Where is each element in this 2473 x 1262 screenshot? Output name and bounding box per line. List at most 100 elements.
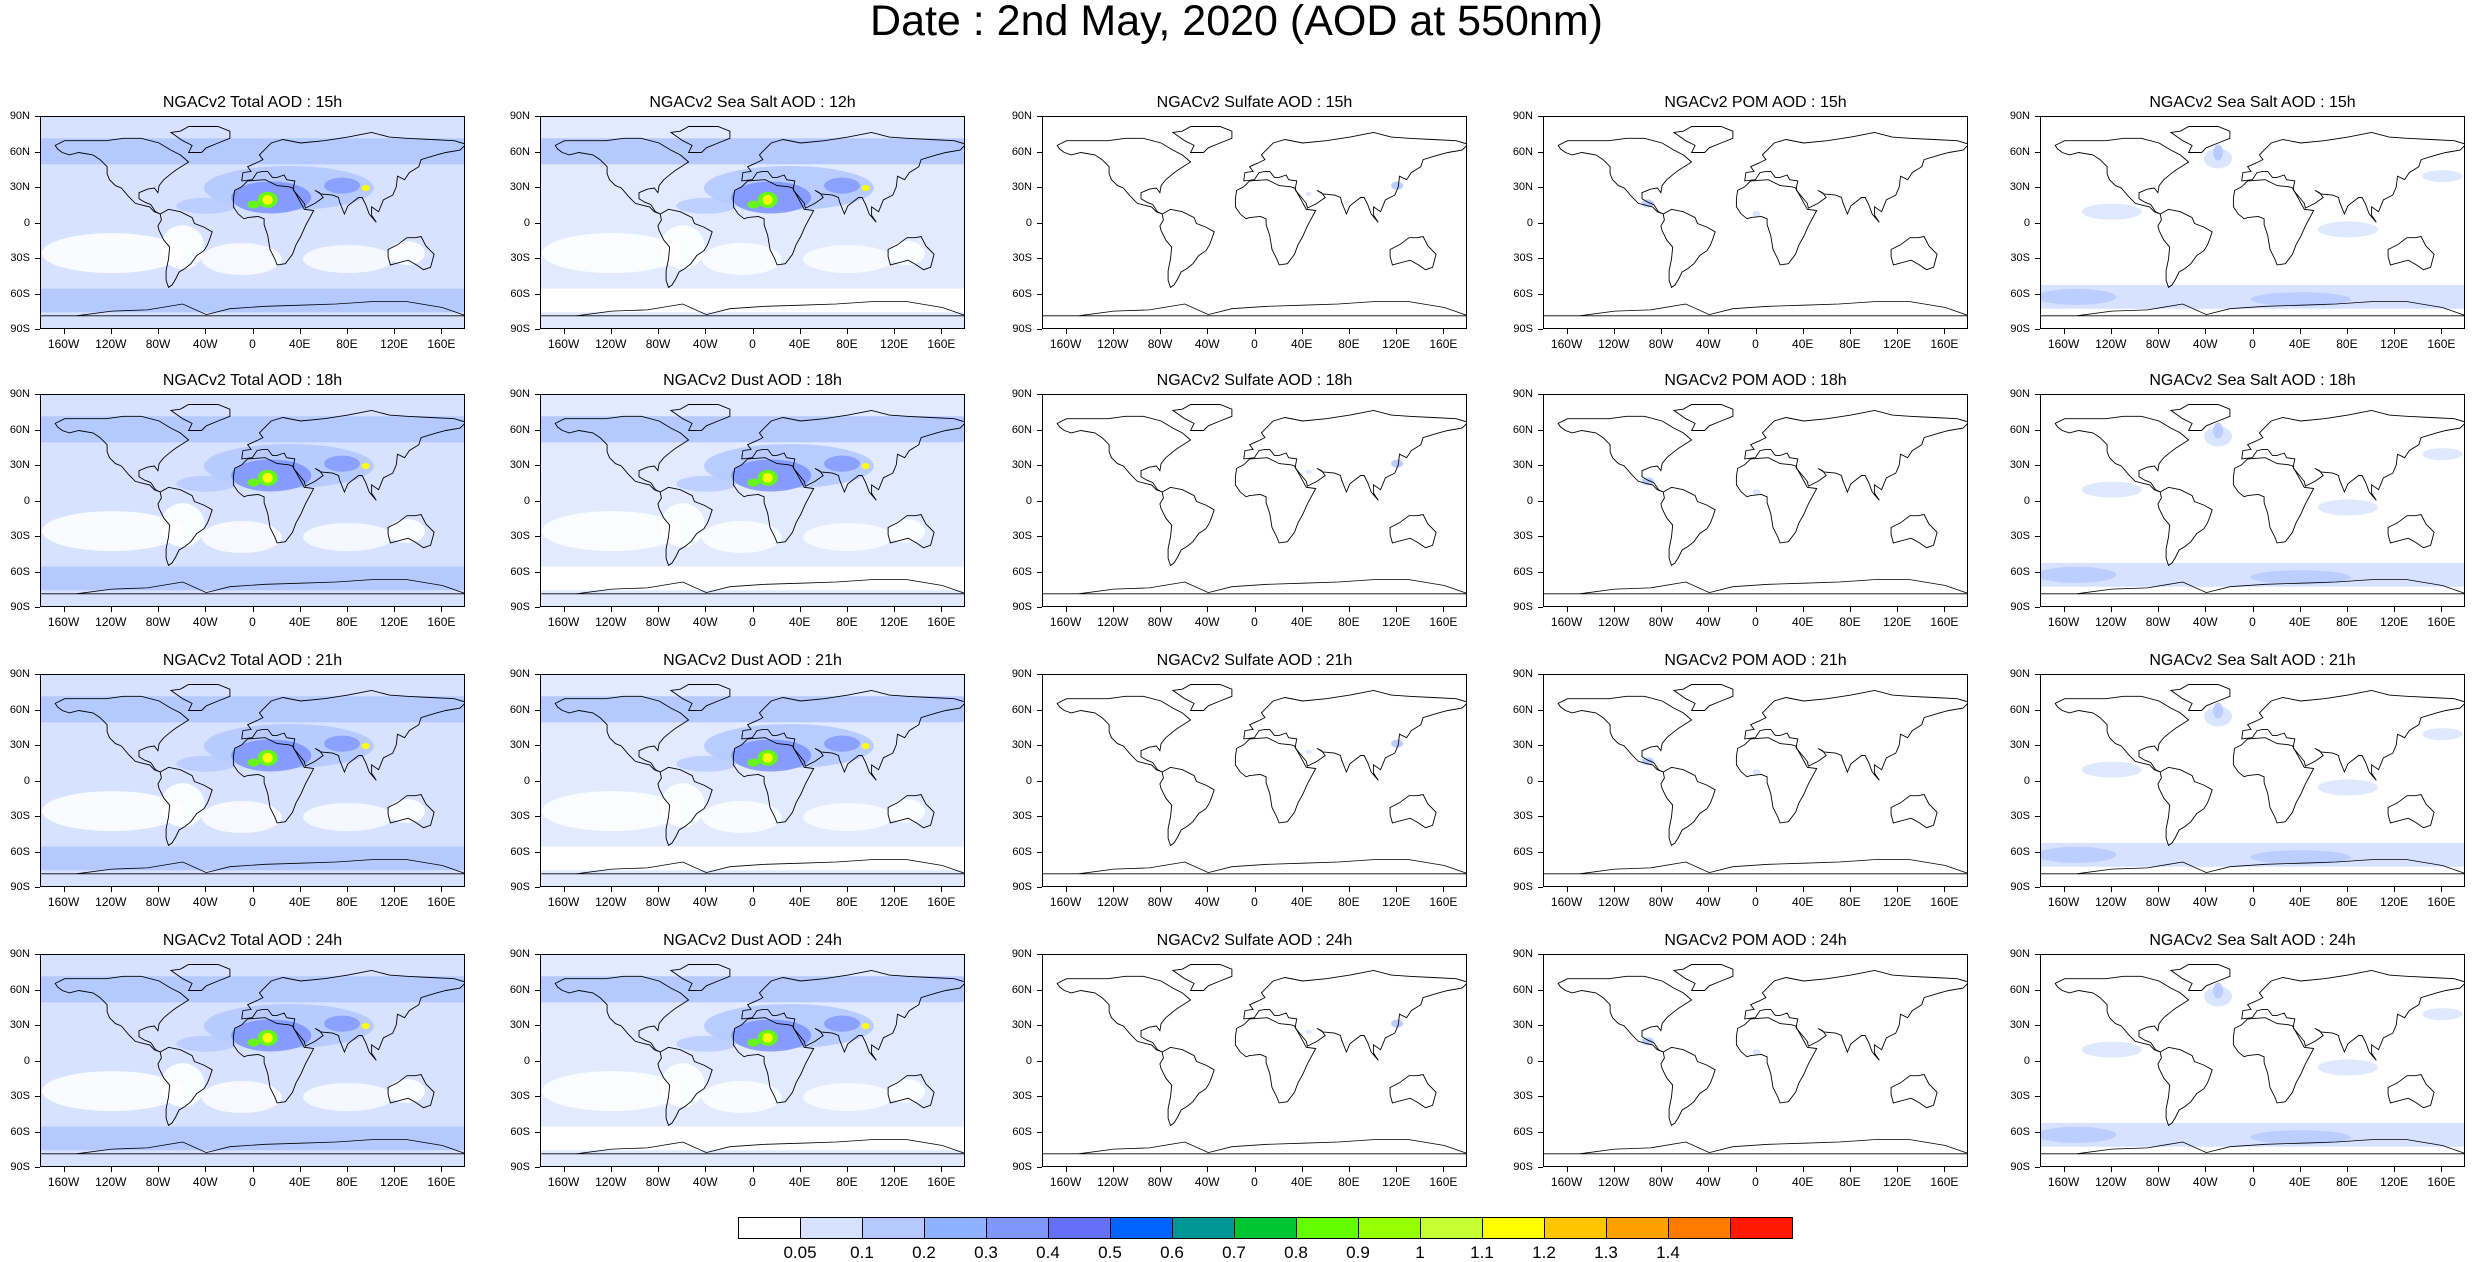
aod-high-latitude-band [41, 976, 464, 1003]
latitude-label: 90S [10, 881, 30, 893]
dust-core-yellow [262, 194, 273, 205]
low-aod-patch [660, 503, 705, 548]
longitude-tick [1802, 607, 1804, 612]
latitude-tick [1037, 1025, 1042, 1026]
sulfate-east-asia [1391, 739, 1404, 748]
colorbar-label: 1.1 [1470, 1243, 1494, 1262]
coastline-antarctica [1544, 579, 1967, 595]
coastline-samerica [1159, 1046, 1215, 1127]
map-panel: NGACv2 Sea Salt AOD : 24h 90N 60N 30N 0 30S 60… [2000, 932, 2473, 1192]
coastline-antarctica [1043, 579, 1466, 595]
longitude-tick [394, 329, 396, 334]
coastline-samerica [1159, 486, 1215, 567]
map-panel: NGACv2 Total AOD : 15h 90N 60N 30N 0 30S 60S 90… [0, 94, 500, 354]
coastline-namerica [1557, 695, 1693, 773]
longitude-label: 120W [595, 337, 627, 351]
latitude-label: 0 [523, 774, 530, 787]
seasalt-patch [2213, 702, 2224, 719]
longitude-label: 80E [1338, 895, 1360, 909]
longitude-label: 160W [47, 615, 80, 629]
coastline-namerica [1056, 415, 1192, 493]
latitude-tick [35, 1096, 40, 1097]
longitude-tick [158, 1167, 160, 1172]
coastline-australia [1389, 235, 1437, 271]
map-panel: NGACv2 Sea Salt AOD : 21h 90N 60N 30N 0 30S 60… [2000, 652, 2473, 912]
aod-background-field [1544, 955, 1967, 1166]
latitude-label: 60N [1512, 703, 1533, 716]
longitude-label: 120W [95, 1175, 127, 1189]
longitude-label: 120E [1382, 337, 1411, 351]
longitude-label: 120E [1883, 337, 1912, 351]
latitude-tick [535, 1131, 540, 1133]
latitude-label: 30S [1513, 810, 1533, 822]
colorbar-label: 0.9 [1346, 1243, 1370, 1262]
latitude-label: 30N [1512, 1019, 1533, 1031]
longitude-label: 120E [1883, 895, 1912, 909]
latitude-label: 30N [1512, 459, 1533, 471]
longitude-label: 40E [2289, 895, 2311, 909]
longitude-label: 160E [2427, 615, 2456, 629]
longitude-tick [1207, 329, 1209, 334]
colorbar-swatch [1234, 1217, 1297, 1239]
latitude-label: 60N [2009, 983, 2030, 996]
aod-map-graphic [1544, 955, 1967, 1166]
dust-plume-asia [324, 1015, 361, 1032]
latitude-label: 60S [510, 287, 530, 300]
longitude-label: 40E [1792, 337, 1814, 351]
longitude-tick [2110, 1167, 2112, 1172]
longitude-tick [1065, 1167, 1067, 1172]
longitude-tick [1443, 329, 1445, 334]
longitude-label: 80W [1648, 895, 1674, 909]
sulfate-gulf [1305, 1029, 1312, 1034]
low-aod-patch [802, 523, 893, 551]
sulfate-east-asia [1391, 181, 1404, 190]
longitude-tick [2063, 329, 2065, 334]
longitude-label: 0 [249, 337, 256, 351]
map-panel: NGACv2 Sea Salt AOD : 15h 90N 60N 30N 0 30S 60… [2000, 94, 2473, 354]
coastline-antarctica [41, 301, 464, 317]
longitude-tick [2299, 329, 2301, 334]
colorbar-label: 1.2 [1532, 1243, 1556, 1262]
panel-title: NGACv2 POM AOD : 24h [1664, 932, 1847, 949]
coastline-samerica [157, 766, 213, 847]
longitude-tick [1849, 1167, 1851, 1172]
coastline-australia [1890, 1073, 1938, 1109]
longitude-tick [941, 887, 943, 892]
longitude-tick [63, 887, 65, 892]
low-aod-patch [41, 233, 182, 274]
longitude-tick [1613, 329, 1615, 334]
latitude-tick [2035, 1025, 2040, 1026]
seasalt-patch [2213, 422, 2224, 439]
dust-plume-asia [824, 1015, 861, 1032]
latitude-tick [1538, 1096, 1543, 1097]
latitude-label: 90N [1011, 948, 1032, 960]
coastline-australia [2387, 1073, 2435, 1109]
longitude-label: 120E [1883, 615, 1912, 629]
latitude-label: 60N [1011, 145, 1032, 158]
latitude-tick [35, 816, 40, 817]
latitude-tick [1037, 258, 1042, 259]
longitude-label: 120E [1382, 615, 1411, 629]
longitude-label: 80E [1839, 337, 1861, 351]
longitude-tick [299, 329, 301, 334]
dust-core-yellow [861, 185, 870, 191]
longitude-tick [1613, 1167, 1615, 1172]
latitude-label: 30N [1011, 739, 1032, 751]
latitude-label: 30N [1512, 181, 1533, 193]
longitude-tick [1254, 329, 1256, 334]
aod-map-graphic [1043, 955, 1466, 1166]
latitude-label: 90S [1012, 1161, 1032, 1173]
latitude-label: 90S [1513, 1161, 1533, 1173]
latitude-label: 60N [9, 145, 30, 158]
longitude-label: 80E [836, 337, 858, 351]
coastline-samerica [157, 486, 213, 567]
longitude-label: 160W [2047, 615, 2080, 629]
latitude-label: 60S [1012, 1125, 1032, 1138]
colorbar-label: 0.7 [1222, 1243, 1246, 1262]
low-aod-patch [201, 243, 282, 275]
latitude-label: 60S [1513, 845, 1533, 858]
longitude-tick [1396, 329, 1398, 334]
latitude-tick [1037, 536, 1042, 537]
longitude-tick [1755, 607, 1757, 612]
coastline-africa [1735, 1017, 1818, 1104]
